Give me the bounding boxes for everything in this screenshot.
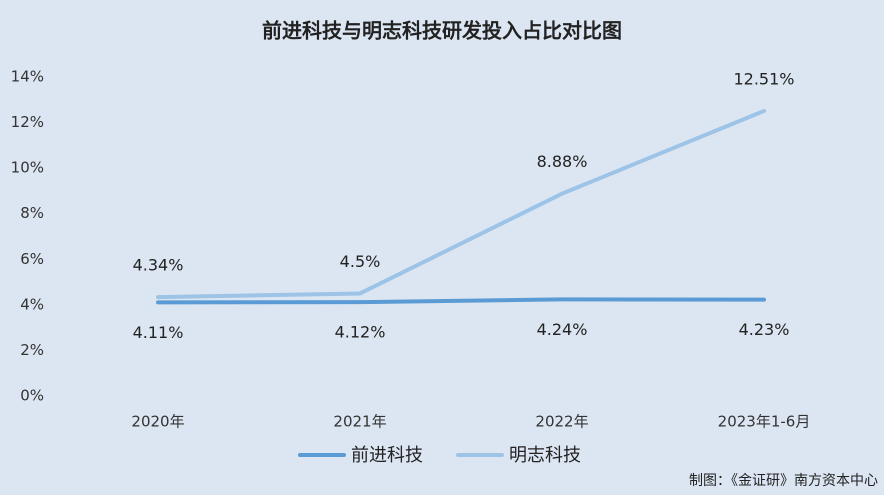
data-label: 4.11% (133, 323, 184, 342)
series-line (156, 297, 766, 305)
chart-title: 前进科技与明志科技研发投入占比对比图 (262, 19, 622, 43)
legend-label: 前进科技 (351, 445, 423, 466)
source-note: 制图：《金证研》南方资本中心 (689, 473, 878, 489)
y-tick-label: 4% (20, 295, 44, 313)
y-tick-label: 2% (20, 341, 44, 359)
y-tick-label: 14% (11, 68, 44, 86)
y-tick-label: 12% (11, 113, 44, 131)
x-tick-label: 2022年 (535, 413, 588, 431)
y-tick-label: 8% (20, 204, 44, 222)
y-tick-label: 6% (20, 250, 44, 268)
y-tick-label: 0% (20, 387, 44, 405)
x-tick-label: 2023年1-6月 (718, 413, 811, 431)
x-tick-label: 2021年 (333, 413, 386, 431)
data-label: 4.12% (335, 323, 386, 342)
series-line (156, 108, 766, 300)
data-label: 4.34% (133, 256, 184, 275)
x-tick-label: 2020年 (131, 413, 184, 431)
y-tick-label: 10% (11, 159, 44, 177)
data-label: 4.24% (537, 320, 588, 339)
legend-label: 明志科技 (509, 445, 581, 466)
data-label: 4.23% (739, 320, 790, 339)
data-label: 12.51% (733, 69, 794, 88)
data-label: 4.5% (340, 252, 381, 271)
data-label: 8.88% (537, 152, 588, 171)
